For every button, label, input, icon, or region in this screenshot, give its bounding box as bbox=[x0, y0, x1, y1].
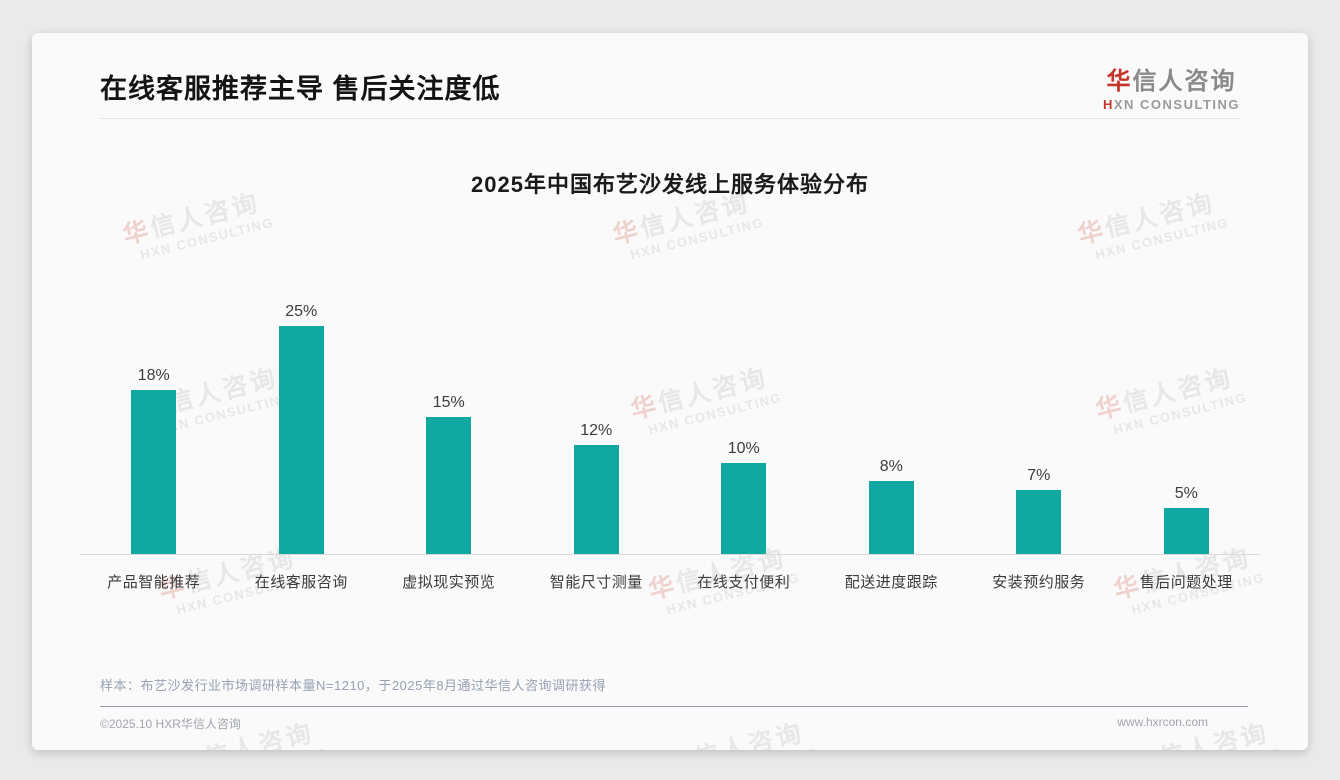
logo-chinese-text: 华信人咨询 bbox=[1103, 61, 1240, 96]
company-logo: 华信人咨询 HXN CONSULTING bbox=[1103, 61, 1240, 112]
bar bbox=[868, 481, 914, 554]
bar-value-label: 7% bbox=[1027, 467, 1051, 485]
logo-cn-accent: 华 bbox=[1106, 68, 1133, 95]
bar bbox=[278, 326, 324, 554]
page-title: 在线客服推荐主导 售后关注度低 bbox=[100, 74, 501, 104]
category-label: 在线客服咨询 bbox=[254, 574, 348, 591]
category-row: 产品智能推荐 在线客服咨询 虚拟现实预览 智能尺寸测量 在线支付便利 配送进度跟踪 安装预约… bbox=[80, 555, 1260, 592]
bar-value-label: 5% bbox=[1174, 485, 1198, 503]
bar bbox=[426, 417, 472, 554]
category-label: 虚拟现实预览 bbox=[402, 574, 496, 591]
logo-en-rest: XN CONSULTING bbox=[1113, 97, 1240, 112]
bar-value-label: 15% bbox=[432, 394, 465, 412]
plot-area: 18% 25% 15% 12% 10% 8% 7% 5% bbox=[80, 297, 1260, 555]
copyright-text: ©2025.10 HXR华信人咨询 bbox=[100, 717, 241, 731]
title-divider bbox=[100, 118, 1240, 119]
category-label: 产品智能推荐 bbox=[107, 574, 201, 591]
bar-column: 8% bbox=[818, 297, 966, 554]
slide-header: 在线客服推荐主导 售后关注度低 华信人咨询 HXN CONSULTING bbox=[32, 33, 1308, 112]
footer-row: ©2025.10 HXR华信人咨询 www.hxrcon.com bbox=[32, 707, 1308, 750]
bar bbox=[721, 462, 767, 554]
logo-english-text: HXN CONSULTING bbox=[1103, 97, 1240, 112]
category-label: 配送进度跟踪 bbox=[844, 574, 938, 591]
bar bbox=[1016, 490, 1062, 554]
footer-divider bbox=[100, 706, 1248, 707]
logo-en-accent: H bbox=[1102, 97, 1114, 112]
bar-column: 5% bbox=[1113, 297, 1261, 554]
logo-cn-rest: 信人咨询 bbox=[1132, 68, 1237, 95]
category-label: 售后问题处理 bbox=[1139, 574, 1233, 591]
category-label: 安装预约服务 bbox=[992, 574, 1086, 591]
category-label: 智能尺寸测量 bbox=[549, 574, 643, 591]
bar-value-label: 10% bbox=[727, 439, 760, 457]
bar-value-label: 12% bbox=[580, 421, 613, 439]
chart-title: 2025年中国布艺沙发线上服务体验分布 bbox=[471, 172, 869, 197]
slide-footer: 样本：布艺沙发行业市场调研样本量N=1210，于2025年8月通过华信人咨询调研… bbox=[32, 675, 1308, 750]
bar-value-label: 8% bbox=[879, 458, 903, 476]
bar-column: 18% bbox=[80, 297, 228, 554]
bar-column: 12% bbox=[523, 297, 671, 554]
slide-card: 华信人咨询 HXN CONSULTING 华信人咨询 HXN CONSULTING 华信… bbox=[32, 33, 1308, 750]
sample-footnote: 样本：布艺沙发行业市场调研样本量N=1210，于2025年8月通过华信人咨询调研… bbox=[100, 678, 607, 693]
category-label: 在线支付便利 bbox=[697, 574, 791, 591]
bar-column: 15% bbox=[375, 297, 523, 554]
bar bbox=[1163, 508, 1209, 554]
bar bbox=[131, 389, 177, 554]
website-url: www.hxrcon.com bbox=[1117, 715, 1208, 729]
bar-value-label: 18% bbox=[137, 366, 170, 384]
bar-column: 10% bbox=[670, 297, 818, 554]
bar-column: 25% bbox=[228, 297, 376, 554]
bar-column: 7% bbox=[965, 297, 1113, 554]
bar-value-label: 25% bbox=[285, 303, 318, 320]
bar bbox=[573, 444, 619, 554]
